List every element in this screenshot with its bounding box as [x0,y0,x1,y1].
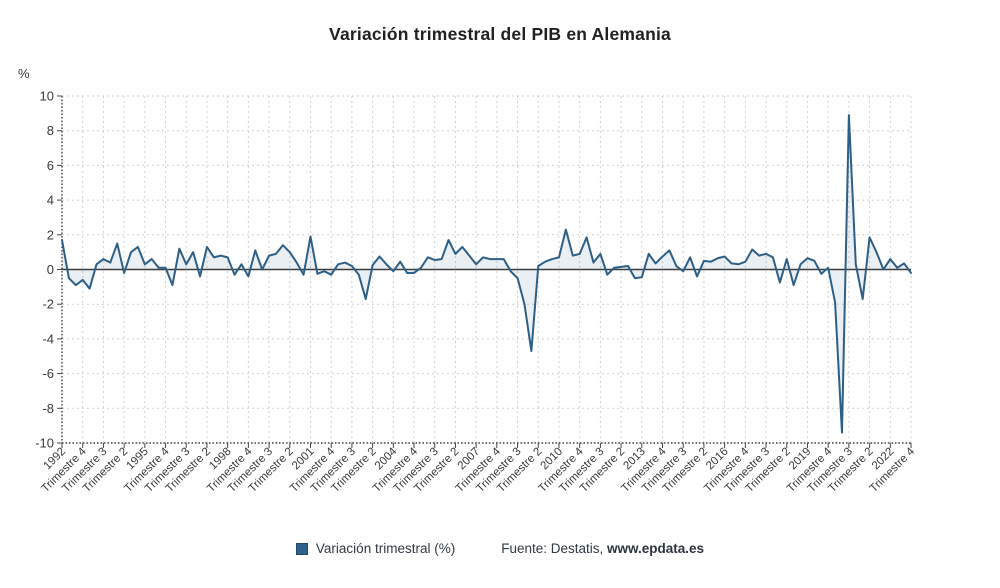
y-axis-unit-label: % [18,66,30,81]
source-link[interactable]: www.epdata.es [607,541,705,556]
svg-text:2: 2 [47,227,54,242]
svg-text:-10: -10 [35,436,54,451]
svg-text:8: 8 [47,123,54,138]
svg-text:-2: -2 [42,297,54,312]
axes [61,96,911,444]
svg-text:10: 10 [40,89,54,104]
series-line[interactable] [61,114,912,434]
svg-text:6: 6 [47,158,54,173]
svg-text:-6: -6 [42,366,54,381]
source-prefix: Fuente: Destatis, [501,541,604,556]
chart-title: Variación trimestral del PIB en Alemania [329,24,671,44]
svg-text:-8: -8 [42,401,54,416]
svg-text:4: 4 [47,193,54,208]
legend-series-label: Variación trimestral (%) [315,541,456,556]
legend-item[interactable]: Variación trimestral (%) [295,541,456,556]
svg-text:0: 0 [47,262,54,277]
legend-swatch-icon [295,542,308,555]
svg-text:-4: -4 [42,331,54,346]
series-area-fill [62,115,911,433]
y-axis-labels: 10 8 6 4 2 0 -2 -4 -6 -8 -10 [35,89,62,451]
source-text: Fuente: Destatis, www.epdata.es [501,541,704,556]
chart-footer: Variación trimestral (%) Fuente: Destati… [0,541,1000,556]
